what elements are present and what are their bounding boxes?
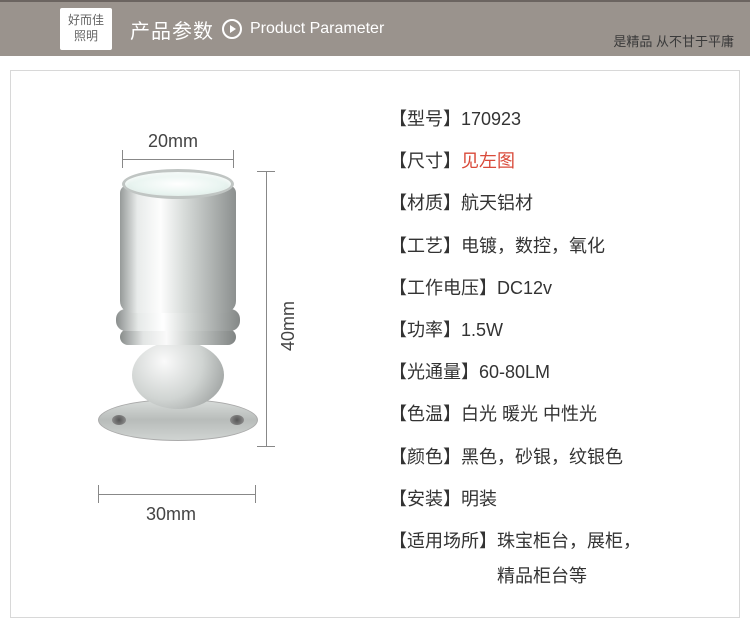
brand-line-2: 照明: [74, 29, 98, 45]
spec-label: 【光通量】: [389, 360, 479, 385]
spec-row-install: 【安装】 明装: [389, 487, 727, 512]
brand-badge: 好而佳 照明: [60, 8, 112, 50]
spec-row-model: 【型号】 170923: [389, 107, 727, 132]
spec-row-lumen: 【光通量】 60-80LM: [389, 360, 727, 385]
spec-value-extra: 精品柜台等: [389, 564, 727, 589]
spec-row-size: 【尺寸】 见左图: [389, 149, 727, 174]
spec-row-material: 【材质】 航天铝材: [389, 191, 727, 216]
led-barrel: [120, 185, 236, 313]
dimension-bottom-line: [98, 494, 256, 495]
led-mount-hole-left: [112, 415, 126, 425]
title-area: 产品参数 Product Parameter: [130, 15, 384, 44]
brand-line-1: 好而佳: [68, 13, 104, 29]
spec-label: 【适用场所】: [389, 529, 497, 554]
spec-label: 【工作电压】: [389, 276, 497, 301]
spec-label: 【工艺】: [389, 234, 461, 259]
spec-value: 白光 暖光 中性光: [461, 402, 597, 427]
header-bar: 好而佳 照明 产品参数 Product Parameter 是精品 从不甘于平庸: [0, 0, 750, 56]
dimension-right: 40mm: [278, 301, 299, 351]
spec-value: 见左图: [461, 149, 515, 174]
spec-value: 170923: [461, 107, 521, 132]
title-cn: 产品参数: [130, 15, 214, 44]
spec-value: 电镀，数控，氧化: [461, 234, 605, 259]
spec-label: 【颜色】: [389, 445, 461, 470]
spec-label: 【尺寸】: [389, 149, 461, 174]
tagline: 是精品 从不甘于平庸: [613, 31, 734, 50]
spec-row-usage: 【适用场所】 珠宝柜台，展柜， 精品柜台等: [389, 529, 727, 589]
spec-value: 1.5W: [461, 318, 503, 343]
spec-value: 黑色，砂银，纹银色: [461, 445, 623, 470]
spec-value: 航天铝材: [461, 191, 533, 216]
spec-label: 【安装】: [389, 487, 461, 512]
led-joint: [132, 341, 224, 409]
dimension-top-line: [122, 159, 234, 160]
spec-row-color-temp: 【色温】 白光 暖光 中性光: [389, 402, 727, 427]
spec-label: 【型号】: [389, 107, 461, 132]
spec-panel: 【型号】 170923 【尺寸】 见左图 【材质】 航天铝材 【工艺】 电镀，数…: [381, 71, 739, 617]
dimension-right-line: [266, 171, 267, 447]
spec-label: 【材质】: [389, 191, 461, 216]
spec-value: 60-80LM: [479, 360, 550, 385]
image-panel: 20mm 40mm 30mm: [11, 71, 381, 617]
spec-value: 珠宝柜台，展柜，: [497, 529, 641, 554]
dimension-top: 20mm: [148, 131, 198, 152]
title-en: Product Parameter: [250, 20, 384, 38]
arrow-right-icon: [222, 19, 242, 39]
led-ring-2: [120, 329, 236, 345]
spec-row-color: 【颜色】 黑色，砂银，纹银色: [389, 445, 727, 470]
spec-value: 明装: [461, 487, 497, 512]
spec-row-process: 【工艺】 电镀，数控，氧化: [389, 234, 727, 259]
spec-label: 【功率】: [389, 318, 461, 343]
led-light-illustration: [98, 169, 258, 449]
product-diagram: 20mm 40mm 30mm: [56, 111, 336, 531]
spec-label: 【色温】: [389, 402, 461, 427]
spec-row-power: 【功率】 1.5W: [389, 318, 727, 343]
led-lens: [122, 169, 234, 199]
spec-value: DC12v: [497, 276, 552, 301]
content-panel: 20mm 40mm 30mm 【型号】 170923 【尺寸】: [10, 70, 740, 618]
spec-row-voltage: 【工作电压】 DC12v: [389, 276, 727, 301]
led-mount-hole-right: [230, 415, 244, 425]
dimension-bottom: 30mm: [146, 504, 196, 525]
